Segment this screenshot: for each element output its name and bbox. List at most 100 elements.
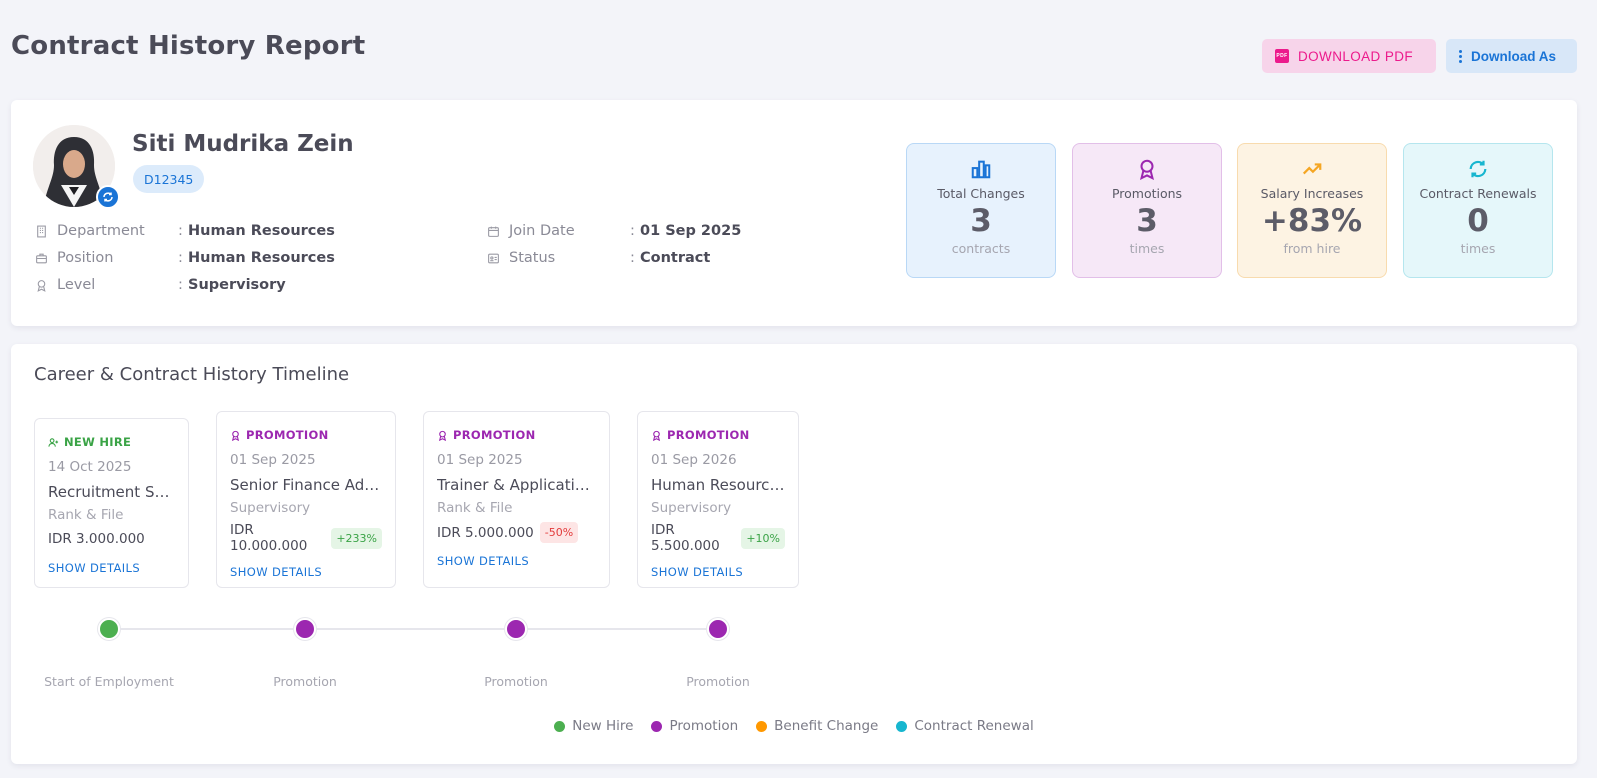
event-level: Rank & File [437,500,513,516]
event-date: 01 Sep 2026 [651,452,737,468]
stat-title: Promotions [1111,186,1183,201]
change-photo-button[interactable] [96,185,120,209]
timeline-dot-label: Promotion [686,674,750,689]
stat-unit: from hire [1283,241,1341,256]
timeline-event-card: NEW HIRE 14 Oct 2025 Recruitment Staff R… [34,418,189,588]
refresh-icon [103,192,113,202]
event-level: Supervisory [230,500,311,516]
info-status: Status : Contract [487,250,710,266]
avatar [33,125,115,207]
stat-value: 3 [1136,203,1158,239]
show-details-link[interactable]: SHOW DETAILS [437,554,530,568]
info-department: Department : Human Resources [35,223,335,239]
briefcase-icon [35,251,49,265]
event-salary: IDR 5.500.000 [651,522,720,554]
event-title: Trainer & Application Specialist [437,476,596,494]
stat-unit: times [1460,241,1496,256]
timeline-track [109,628,714,630]
stat-title: Total Changes [937,186,1025,201]
timeline-dot-promotion[interactable] [707,618,729,640]
event-level: Supervisory [651,500,732,516]
award-icon [35,278,49,292]
info-value: 01 Sep 2025 [640,223,742,239]
timeline-event-card: PROMOTION 01 Sep 2025 Trainer & Applicat… [423,411,610,588]
info-value: Human Resources [188,250,335,266]
info-label: Department [57,223,145,239]
employee-id-badge: D12345 [133,165,205,193]
timeline-heading: Career & Contract History Timeline [34,364,350,385]
timeline-dot-label: Promotion [484,674,548,689]
timeline-event-card: PROMOTION 01 Sep 2026 Human Resources Su… [637,411,799,588]
info-value: Human Resources [188,223,335,239]
salary-change-badge: +233% [331,527,382,549]
event-salary: IDR 10.000.000 [230,522,308,554]
employee-profile-card: Siti Mudrika Zein D12345 Department : Hu… [11,100,1577,326]
calendar-icon [487,224,501,238]
event-salary: IDR 3.000.000 [48,531,145,547]
info-label: Position [57,250,114,266]
id-card-icon [487,251,501,265]
page-title: Contract History Report [11,31,366,61]
show-details-link[interactable]: SHOW DETAILS [651,565,744,579]
stat-total-changes: Total Changes 3 contracts [906,143,1056,278]
bar-chart-icon [971,160,991,179]
show-details-link[interactable]: SHOW DETAILS [230,565,323,579]
legend-item-new-hire: New Hire [554,718,633,734]
award-icon [1140,159,1154,180]
building-icon [35,224,49,238]
user-plus-icon [48,437,59,447]
timeline-dot-label: Start of Employment [44,674,174,689]
info-join-date: Join Date : 01 Sep 2025 [487,223,741,239]
stat-value: 0 [1467,203,1489,239]
legend-item-benefit-change: Benefit Change [756,718,878,734]
timeline-event-card: PROMOTION 01 Sep 2025 Senior Finance Adm… [216,411,396,588]
stat-value: 3 [970,203,992,239]
legend-item-contract-renewal: Contract Renewal [896,718,1034,734]
event-type: PROMOTION [246,428,329,442]
trending-up-icon [1302,163,1322,175]
pdf-icon: PDF [1275,49,1289,63]
timeline-legend: New Hire Promotion Benefit Change Contra… [11,718,1577,734]
event-title: Senior Finance Admin [230,476,382,494]
timeline-card: Career & Contract History Timeline NEW H… [11,344,1577,764]
stat-salary-increases: Salary Increases +83% from hire [1237,143,1387,278]
stat-promotions: Promotions 3 times [1072,143,1222,278]
download-as-button[interactable]: Download As [1446,39,1577,73]
info-value: Contract [640,250,711,266]
event-type: PROMOTION [453,428,536,442]
refresh-icon [1469,160,1487,178]
show-details-link[interactable]: SHOW DETAILS [48,561,141,575]
timeline-dot-new-hire[interactable] [98,618,120,640]
stat-title: Salary Increases [1260,186,1364,201]
stat-title: Contract Renewals [1419,186,1537,201]
timeline-dot-label: Promotion [273,674,337,689]
timeline-dot-promotion[interactable] [294,618,316,640]
salary-change-badge: -50% [539,522,579,543]
event-title: Recruitment Staff [48,483,175,501]
stat-unit: times [1129,241,1165,256]
event-type: NEW HIRE [64,435,132,449]
info-position: Position : Human Resources [35,250,335,266]
event-level: Rank & File [48,507,124,523]
stat-contract-renewals: Contract Renewals 0 times [1403,143,1553,278]
award-icon [652,430,661,441]
event-title: Human Resources [651,476,785,494]
download-as-label: Download As [1471,48,1557,64]
salary-change-badge: +10% [741,527,785,549]
event-type: PROMOTION [667,428,750,442]
stat-value: +83% [1261,203,1363,239]
download-pdf-button[interactable]: PDF DOWNLOAD PDF [1262,39,1436,73]
event-salary: IDR 5.000.000 [437,524,534,541]
event-date: 14 Oct 2025 [48,459,132,475]
award-icon [438,430,447,441]
more-vertical-icon [1459,49,1462,63]
info-level: Level : Supervisory [35,277,286,293]
event-date: 01 Sep 2025 [437,452,523,468]
award-icon [231,430,240,441]
event-date: 01 Sep 2025 [230,452,316,468]
info-label: Join Date [509,223,575,239]
info-value: Supervisory [188,277,286,293]
info-label: Status [509,250,556,266]
timeline-dot-promotion[interactable] [505,618,527,640]
employee-name: Siti Mudrika Zein [132,131,354,157]
